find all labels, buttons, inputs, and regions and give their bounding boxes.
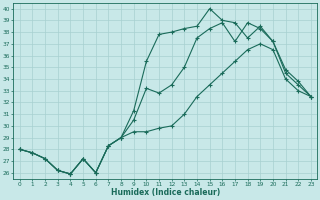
X-axis label: Humidex (Indice chaleur): Humidex (Indice chaleur) (111, 188, 220, 197)
